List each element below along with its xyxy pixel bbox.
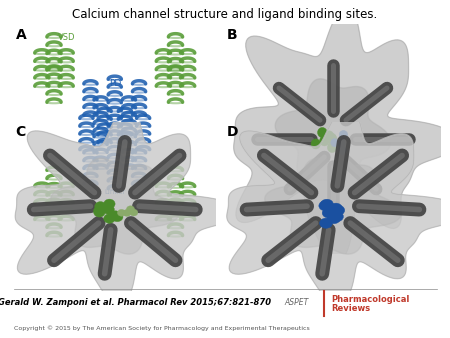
- Text: Reviews: Reviews: [331, 304, 370, 313]
- Circle shape: [94, 206, 105, 215]
- Circle shape: [320, 199, 333, 209]
- Circle shape: [328, 214, 340, 224]
- Circle shape: [331, 139, 338, 147]
- Circle shape: [104, 214, 115, 223]
- Text: D: D: [227, 125, 238, 139]
- Circle shape: [338, 146, 346, 154]
- Circle shape: [95, 202, 106, 211]
- Circle shape: [104, 199, 115, 209]
- Circle shape: [318, 127, 327, 138]
- Circle shape: [117, 210, 126, 216]
- Circle shape: [328, 142, 337, 152]
- Circle shape: [339, 130, 347, 139]
- Circle shape: [311, 139, 320, 149]
- Text: Copyright © 2015 by The American Society for Pharmacology and Experimental Thera: Copyright © 2015 by The American Society…: [14, 326, 309, 331]
- Circle shape: [324, 131, 334, 141]
- Circle shape: [103, 205, 114, 214]
- Text: C: C: [15, 125, 26, 139]
- Text: PD: PD: [108, 79, 121, 88]
- Text: Gerald W. Zamponi et al. Pharmacol Rev 2015;67:821-870: Gerald W. Zamponi et al. Pharmacol Rev 2…: [0, 298, 271, 307]
- Text: Calcium channel structure and ligand binding sites.: Calcium channel structure and ligand bin…: [72, 8, 378, 21]
- Circle shape: [322, 208, 335, 218]
- Circle shape: [320, 136, 329, 146]
- Circle shape: [329, 203, 342, 213]
- Polygon shape: [51, 158, 179, 254]
- Circle shape: [130, 209, 138, 216]
- Circle shape: [319, 201, 332, 211]
- Polygon shape: [15, 109, 240, 304]
- Text: VSD: VSD: [58, 33, 76, 42]
- Circle shape: [327, 134, 337, 144]
- Text: Pharmacological: Pharmacological: [331, 295, 409, 304]
- Polygon shape: [265, 158, 401, 254]
- Circle shape: [112, 212, 123, 222]
- Text: Linker: Linker: [104, 189, 126, 195]
- Circle shape: [123, 210, 131, 216]
- Circle shape: [110, 211, 121, 220]
- Text: A: A: [15, 28, 26, 42]
- Text: B: B: [227, 28, 238, 42]
- Circle shape: [320, 218, 333, 228]
- Circle shape: [126, 206, 135, 213]
- Circle shape: [340, 130, 348, 139]
- Circle shape: [330, 212, 343, 222]
- Polygon shape: [275, 79, 391, 189]
- Circle shape: [94, 208, 105, 217]
- Polygon shape: [234, 7, 450, 261]
- Circle shape: [327, 133, 337, 143]
- Circle shape: [332, 205, 345, 215]
- Circle shape: [338, 139, 346, 147]
- Text: ASPET: ASPET: [284, 298, 308, 307]
- Polygon shape: [227, 109, 450, 304]
